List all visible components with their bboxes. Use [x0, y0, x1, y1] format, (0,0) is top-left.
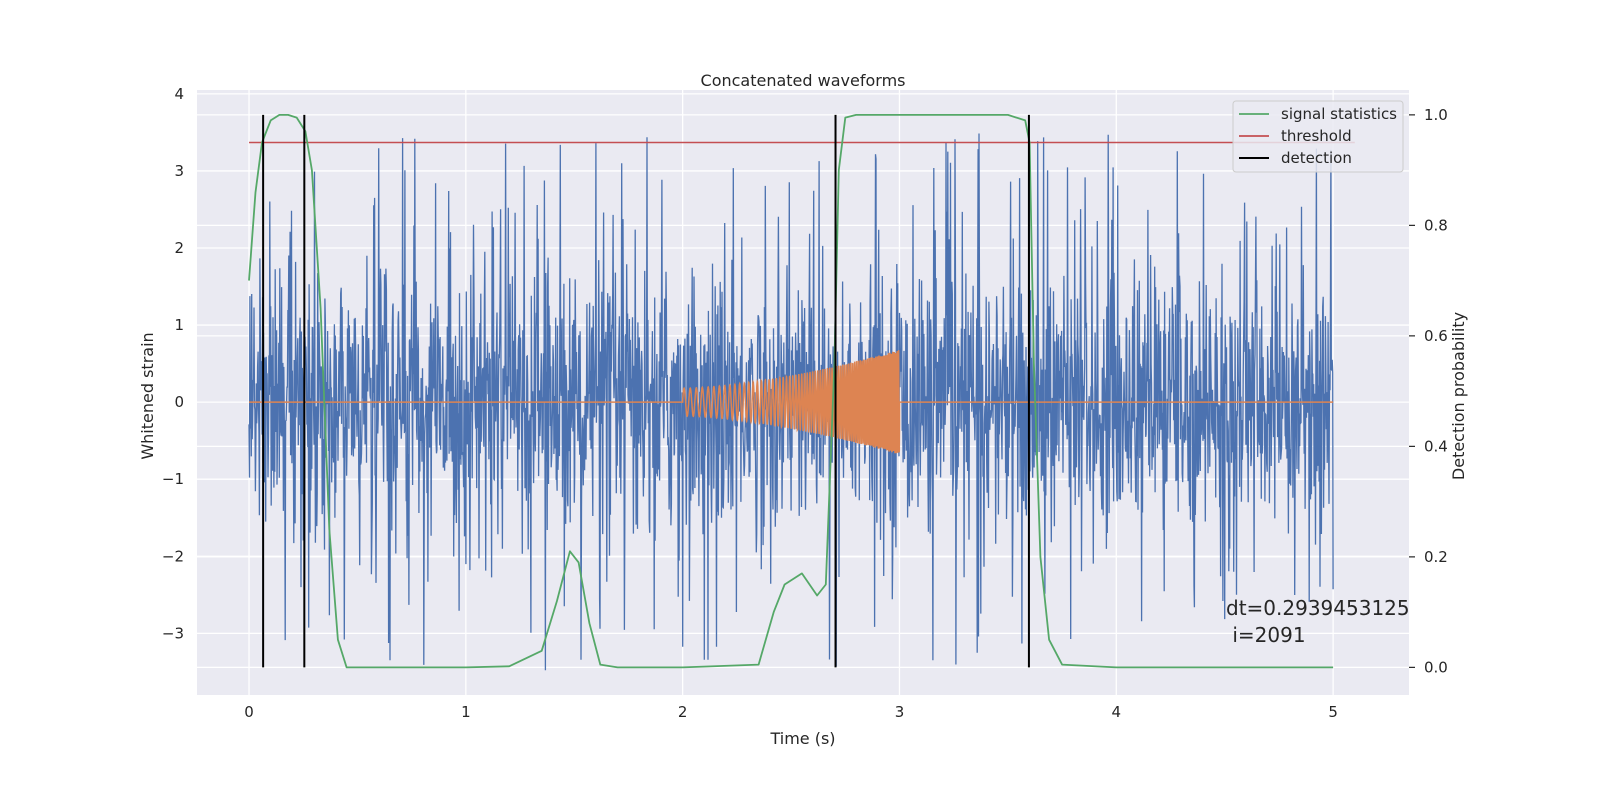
- y-right-tick-label-4: 0.8: [1424, 216, 1448, 234]
- y-right-tick-label-3: 0.6: [1424, 327, 1448, 345]
- legend: signal statistics threshold detection: [1232, 100, 1404, 173]
- legend-label-detection: detection: [1281, 149, 1352, 167]
- x-tick-label-2: 2: [678, 703, 688, 721]
- y-right-tick-label-5: 1.0: [1424, 106, 1448, 124]
- x-axis-label: Time (s): [769, 729, 835, 748]
- legend-label-signal-statistics: signal statistics: [1281, 105, 1397, 123]
- y-left-tick-label-5: 2: [174, 239, 184, 257]
- chart-title: Concatenated waveforms: [701, 71, 906, 90]
- y-right-tick-label-2: 0.4: [1424, 437, 1448, 455]
- y-left-tick-label-1: −2: [162, 547, 184, 565]
- y-left-tick-label-0: −3: [162, 624, 184, 642]
- x-tick-label-5: 5: [1328, 703, 1338, 721]
- x-tick-label-1: 1: [461, 703, 471, 721]
- y-left-tick-label-7: 4: [174, 85, 184, 103]
- data-layer: [248, 114, 1355, 671]
- x-tick-label-3: 3: [895, 703, 905, 721]
- y-axis-label-right: Detection probability: [1449, 312, 1468, 480]
- y-left-tick-label-2: −1: [162, 470, 184, 488]
- legend-label-threshold: threshold: [1281, 127, 1352, 145]
- ticks-layer: 0 1 2 3 4 5 −3 −2 −1 0 1 2 3 4 0.0 0.2 0.4 0.6 0.8 1.0: [162, 85, 1448, 721]
- series-injected-waveform: [249, 350, 1334, 454]
- x-tick-label-4: 4: [1112, 703, 1122, 721]
- annotation-dt: dt=0.2939453125: [1226, 596, 1410, 620]
- y-left-tick-label-6: 3: [174, 162, 184, 180]
- x-tick-label-0: 0: [244, 703, 254, 721]
- y-left-tick-label-4: 1: [174, 316, 184, 334]
- series-whitened-strain: [248, 133, 1334, 671]
- y-right-tick-label-1: 0.2: [1424, 548, 1448, 566]
- annotation-index: i=2091: [1226, 623, 1306, 647]
- legend-box: [1232, 100, 1404, 173]
- y-axis-label-left: Whitened strain: [138, 332, 157, 459]
- y-left-tick-label-3: 0: [174, 393, 184, 411]
- y-right-tick-label-0: 0.0: [1424, 658, 1448, 676]
